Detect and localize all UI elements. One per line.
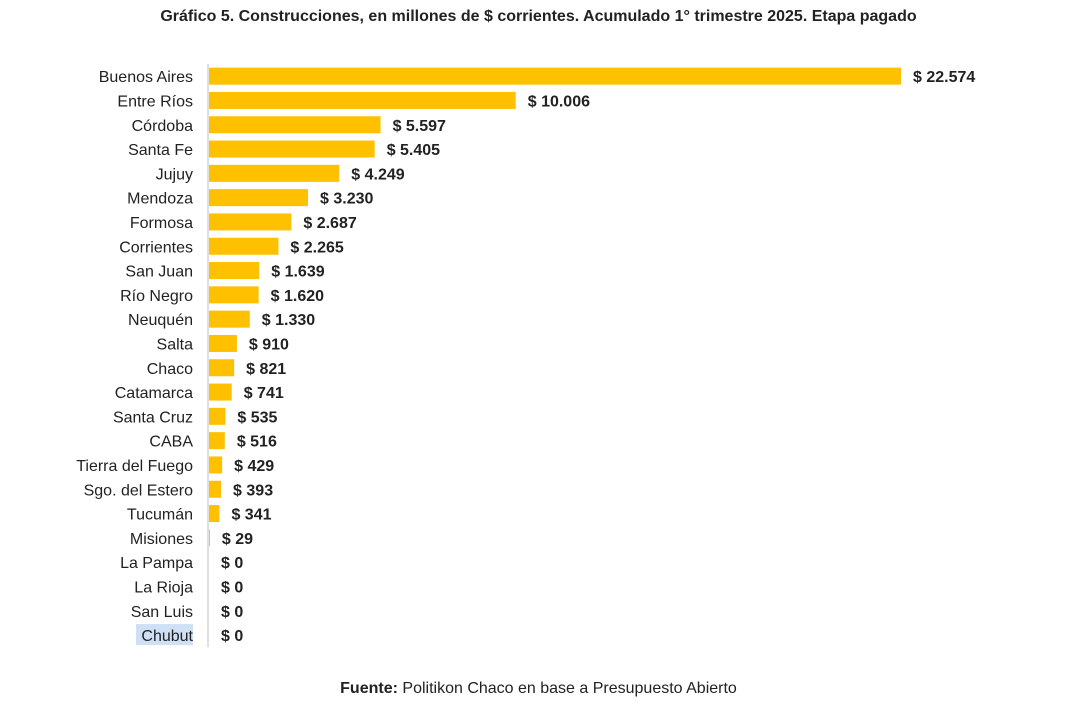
category-label: CABA: [149, 434, 193, 451]
value-label: $ 2.687: [303, 215, 356, 232]
bar: [209, 164, 340, 182]
value-label: $ 5.597: [393, 118, 446, 135]
value-label: $ 910: [249, 336, 289, 353]
value-label: $ 0: [221, 579, 243, 596]
category-label: Santa Cruz: [113, 409, 193, 426]
source-prefix: Fuente:: [340, 680, 398, 697]
value-label: $ 1.639: [271, 264, 324, 281]
category-label: Córdoba: [132, 118, 193, 135]
bar: [209, 505, 220, 523]
bar: [209, 213, 292, 231]
value-label: $ 29: [222, 531, 253, 548]
value-label: $ 429: [234, 458, 274, 475]
category-label: Entre Ríos: [117, 93, 193, 110]
source-text: Politikon Chaco en base a Presupuesto Ab…: [402, 680, 737, 697]
value-label: $ 1.620: [271, 288, 324, 305]
value-label: $ 0: [221, 555, 243, 572]
bar: [209, 529, 210, 547]
category-label: La Pampa: [120, 555, 193, 572]
bar: [209, 480, 222, 498]
bar: [209, 286, 259, 304]
category-label: Jujuy: [156, 166, 193, 183]
category-label: Salta: [157, 336, 194, 353]
value-label: $ 516: [237, 434, 277, 451]
value-label: $ 22.574: [913, 69, 975, 86]
category-label: San Luis: [131, 604, 193, 621]
label-highlight: [136, 624, 193, 646]
bar: [209, 140, 375, 158]
category-label: La Rioja: [134, 579, 193, 596]
value-label: $ 1.330: [262, 312, 315, 329]
category-label: Santa Fe: [128, 142, 193, 159]
value-label: $ 10.006: [528, 93, 590, 110]
category-label: Buenos Aires: [99, 69, 193, 86]
bar: [209, 189, 309, 207]
bar: [209, 262, 260, 280]
value-label: $ 535: [237, 409, 277, 426]
category-label: Neuquén: [128, 312, 193, 329]
bar: [209, 334, 237, 352]
category-label: Chubut: [141, 628, 193, 645]
value-label: $ 821: [246, 361, 286, 378]
value-label: $ 741: [244, 385, 284, 402]
category-label: Mendoza: [127, 191, 193, 208]
value-label: $ 0: [221, 604, 243, 621]
bar: [209, 67, 901, 85]
bar: [209, 116, 381, 134]
bar: [209, 91, 516, 109]
category-label: Formosa: [130, 215, 193, 232]
bar: [209, 359, 235, 377]
chart-title: Gráfico 5. Construcciones, en millones d…: [160, 8, 917, 25]
source-note: Fuente: Politikon Chaco en base a Presup…: [0, 680, 1077, 698]
bar: [209, 383, 232, 401]
value-label: $ 0: [221, 628, 243, 645]
bar: [209, 456, 223, 474]
category-label: Río Negro: [120, 288, 193, 305]
bar: [209, 407, 226, 425]
bar: [209, 310, 250, 328]
bar: [209, 237, 279, 255]
bar: [209, 432, 225, 450]
value-label: $ 2.265: [290, 239, 343, 256]
category-label: Tucumán: [127, 507, 193, 524]
category-label: Tierra del Fuego: [76, 458, 193, 475]
value-label: $ 5.405: [387, 142, 440, 159]
category-label: Corrientes: [119, 239, 193, 256]
category-label: Misiones: [130, 531, 193, 548]
value-label: $ 393: [233, 482, 273, 499]
value-label: $ 3.230: [320, 191, 373, 208]
category-label: Catamarca: [115, 385, 193, 402]
category-label: Chaco: [147, 361, 193, 378]
category-label: Sgo. del Estero: [84, 482, 194, 499]
value-label: $ 341: [231, 507, 271, 524]
category-label: San Juan: [125, 264, 193, 281]
value-label: $ 4.249: [351, 166, 404, 183]
